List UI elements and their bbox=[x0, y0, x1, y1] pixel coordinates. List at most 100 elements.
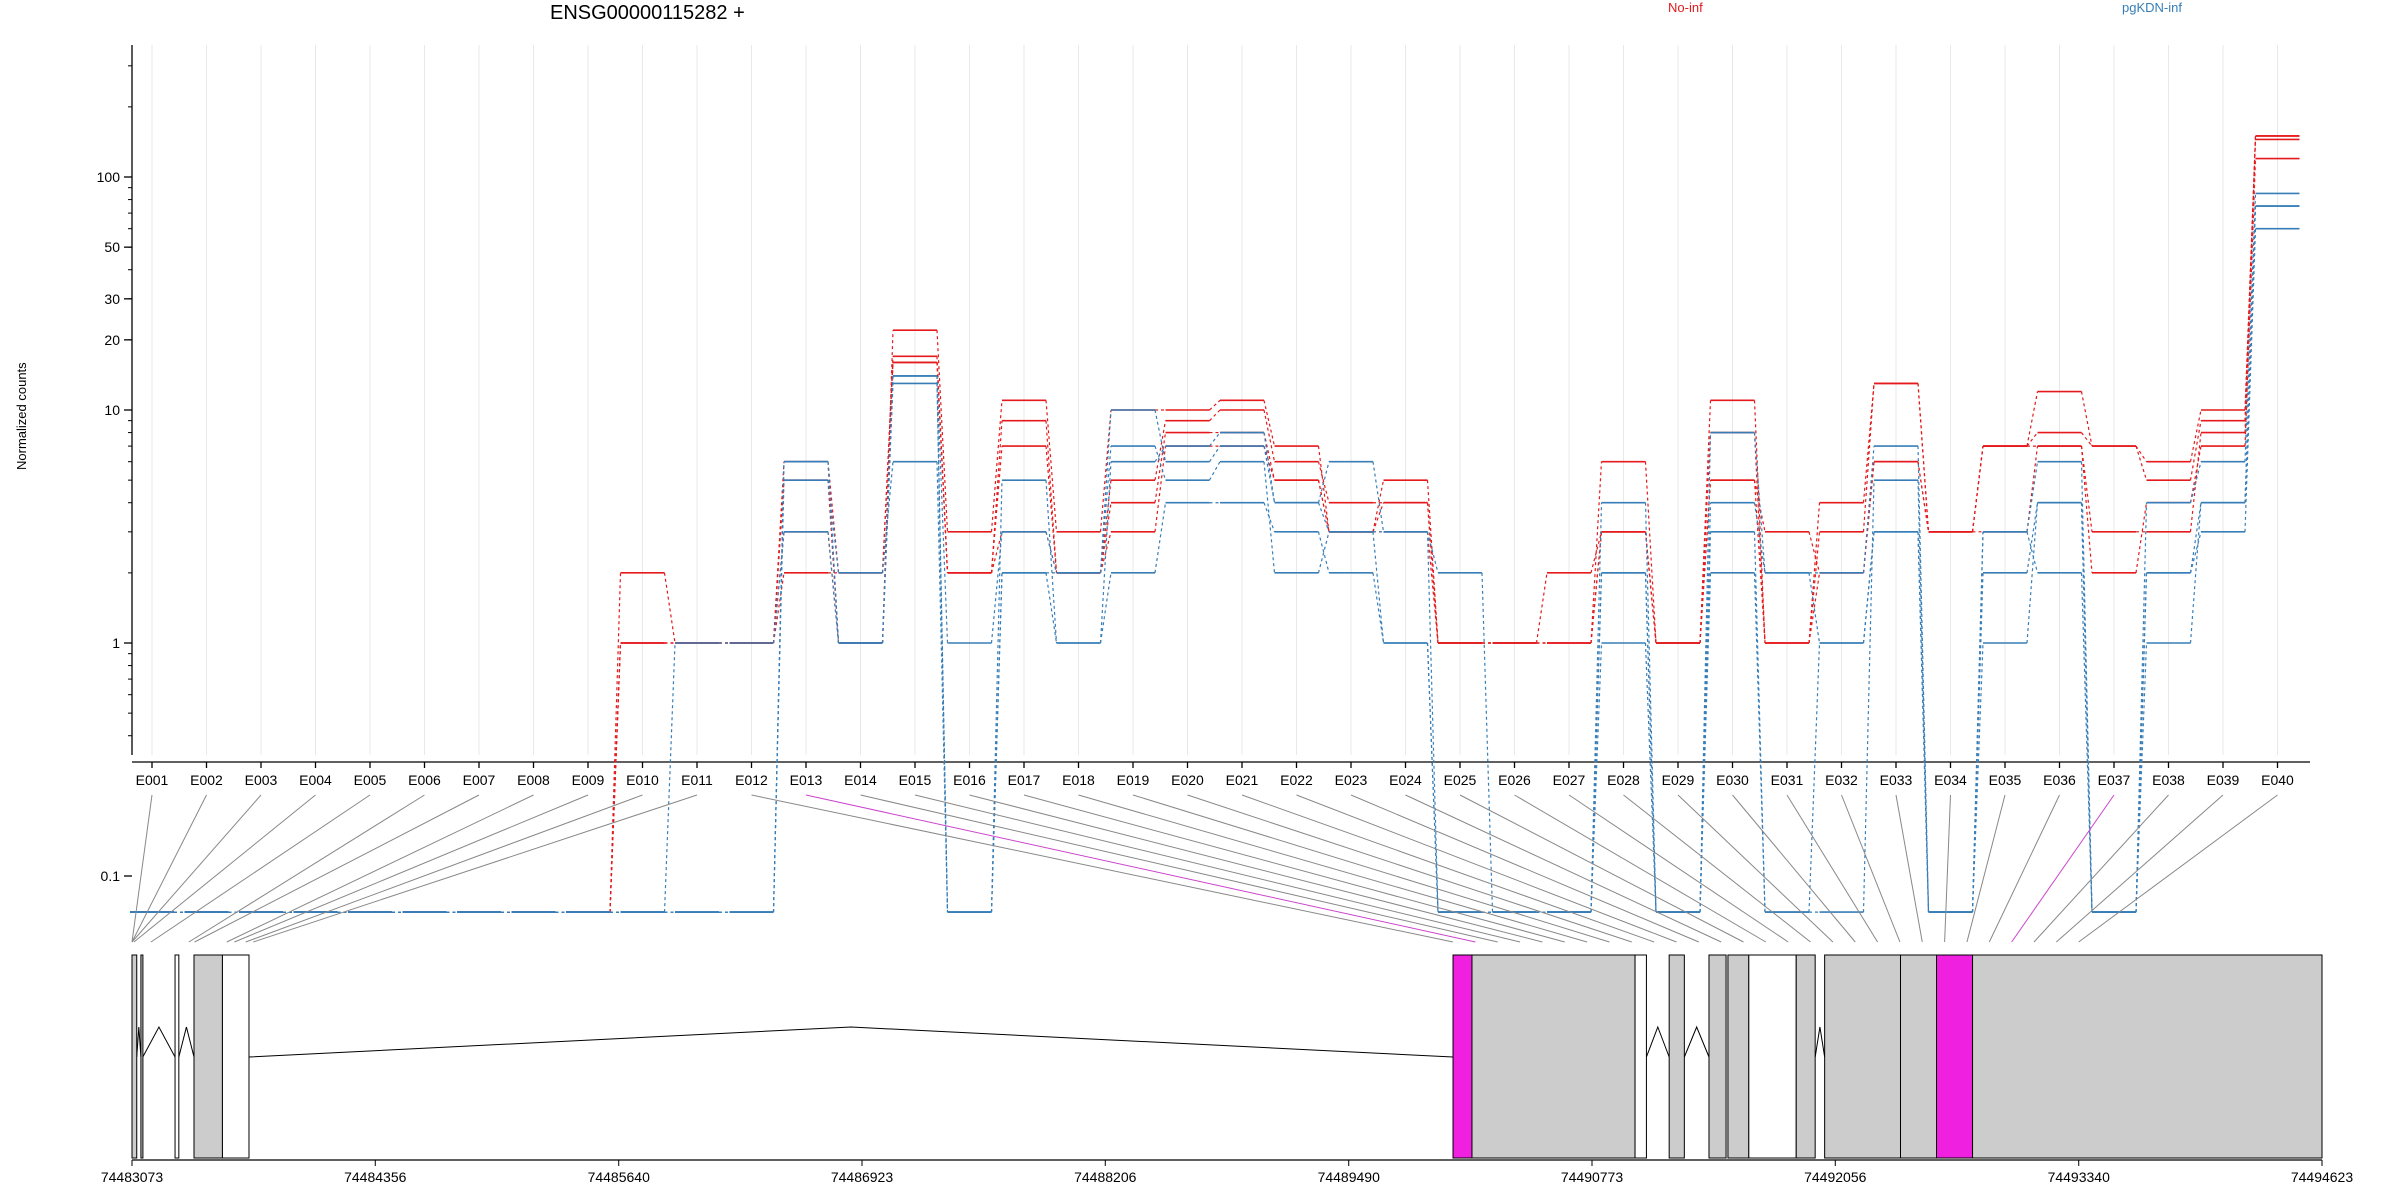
exon-transition bbox=[1535, 572, 1548, 644]
chart-title: ENSG00000115282 + bbox=[550, 2, 745, 24]
legend-entry-pgkdn-inf: pgKDN-inf bbox=[2122, 0, 2182, 15]
exon-connector bbox=[188, 794, 425, 943]
exon-transition bbox=[1699, 572, 1712, 913]
gene-model bbox=[131, 954, 2323, 1159]
x-tick-label: E040 bbox=[2261, 772, 2294, 788]
x-tick-label: E035 bbox=[1989, 772, 2022, 788]
exon-transition bbox=[1481, 572, 1494, 913]
exon-transition bbox=[1317, 461, 1330, 503]
exon-transition bbox=[1209, 445, 1221, 463]
exon-connector bbox=[969, 794, 1543, 943]
x-tick-label: E018 bbox=[1062, 772, 1095, 788]
exon-transition bbox=[1317, 502, 1330, 533]
exon-transition bbox=[2135, 642, 2148, 913]
genomic-tick-label: 74488206 bbox=[1074, 1169, 1137, 1185]
genomic-tick-label: 74483073 bbox=[101, 1169, 164, 1185]
exon-block bbox=[131, 954, 138, 1159]
exon-transition bbox=[2135, 572, 2148, 913]
exon-transition bbox=[1154, 420, 1167, 481]
intron bbox=[178, 1026, 195, 1058]
genomic-tick-label: 74494623 bbox=[2291, 1169, 2354, 1185]
x-tick-label: E019 bbox=[1117, 772, 1150, 788]
exon-connector bbox=[150, 794, 371, 943]
intron bbox=[142, 1025, 176, 1058]
exon-transition bbox=[1590, 531, 1603, 644]
axes: 100 50 30 20 10 1 0.1 E001 E002 E003 E004 E005 E006 E… bbox=[97, 45, 2310, 884]
exon-connector bbox=[131, 794, 207, 943]
exon-connector bbox=[751, 794, 1454, 943]
exon-transition bbox=[2081, 432, 2093, 447]
exon-connector bbox=[245, 794, 643, 943]
exon-transition bbox=[1862, 531, 1875, 644]
x-tick-label: E002 bbox=[190, 772, 223, 788]
exon-connector bbox=[1296, 794, 1677, 943]
exon-transition bbox=[1154, 432, 1167, 503]
intron bbox=[1683, 1025, 1710, 1058]
exon-connector bbox=[1677, 794, 1834, 943]
x-tick-label: E004 bbox=[299, 772, 332, 788]
grid bbox=[151, 45, 2278, 755]
exon-connector bbox=[1966, 794, 2006, 943]
exon-transition bbox=[1317, 480, 1330, 532]
exon-block bbox=[221, 954, 250, 1159]
exon-connector bbox=[2056, 794, 2224, 943]
x-tick-label: E033 bbox=[1880, 772, 1913, 788]
exon-transition bbox=[2080, 502, 2093, 913]
exon-transition bbox=[1753, 432, 1766, 573]
exon-transition bbox=[1971, 642, 1984, 913]
exon-connector bbox=[1023, 794, 1565, 943]
x-tick-label: E038 bbox=[2152, 772, 2185, 788]
x-tick-label: E011 bbox=[681, 772, 713, 788]
exon-block bbox=[1748, 954, 1797, 1159]
series-no-inf-3 bbox=[130, 157, 2300, 913]
exon-transition bbox=[1971, 531, 1984, 913]
x-tick-label: E023 bbox=[1335, 772, 1368, 788]
x-tick-label: E030 bbox=[1716, 772, 1749, 788]
exon-block bbox=[1824, 954, 1901, 1159]
exon-connector bbox=[1405, 794, 1722, 943]
exon-transition bbox=[2080, 572, 2093, 913]
exon-transition bbox=[1971, 446, 1984, 532]
exon-transition bbox=[1045, 420, 1058, 573]
exon-transition bbox=[1209, 432, 1221, 447]
series-pgkdn-inf-5 bbox=[130, 205, 2300, 913]
exon-transition bbox=[1263, 409, 1276, 462]
x-tick-label: E028 bbox=[1607, 772, 1640, 788]
exon-transition bbox=[1263, 432, 1276, 503]
exon-block bbox=[1899, 954, 1938, 1159]
y-tick-label: 1 bbox=[112, 635, 120, 651]
exon-transition bbox=[1590, 461, 1603, 644]
exon-block bbox=[1471, 954, 1636, 1159]
exon-connector bbox=[1841, 794, 1901, 943]
series-pgkdn-inf-6 bbox=[130, 205, 2300, 913]
exon-transition bbox=[1263, 502, 1276, 533]
exon-transition bbox=[2135, 445, 2148, 481]
exon-transition bbox=[1699, 531, 1712, 913]
x-tick-label: E005 bbox=[354, 772, 387, 788]
exon-transition bbox=[2189, 531, 2202, 574]
genomic-tick-label: 74490773 bbox=[1561, 1169, 1624, 1185]
exon-connector bbox=[1623, 794, 1811, 943]
exon-block bbox=[1727, 954, 1750, 1159]
genomic-tick-label: 74492056 bbox=[1804, 1169, 1867, 1185]
exon-transition bbox=[827, 461, 840, 644]
exon-transition bbox=[2244, 206, 2257, 503]
x-tick-label: E034 bbox=[1934, 772, 1967, 788]
genomic-tick-label: 74485640 bbox=[588, 1169, 651, 1185]
exon-transition bbox=[1753, 502, 1766, 573]
exon-transition bbox=[772, 480, 785, 913]
exon-connector bbox=[1078, 794, 1588, 943]
exon-transition bbox=[936, 375, 949, 644]
exon-transition bbox=[772, 531, 785, 644]
exon-transition bbox=[1426, 642, 1439, 913]
exon-connector bbox=[2078, 794, 2278, 943]
exon-transition bbox=[2026, 432, 2038, 447]
exon-block bbox=[1972, 954, 2323, 1159]
exon-transition bbox=[663, 572, 676, 644]
exon-transition bbox=[1099, 572, 1112, 644]
genomic-tick-label: 74489490 bbox=[1318, 1169, 1381, 1185]
exon-block bbox=[1634, 954, 1647, 1159]
exon-transition bbox=[881, 362, 894, 573]
x-tick-label: E020 bbox=[1171, 772, 1204, 788]
exon-transition bbox=[2189, 420, 2202, 481]
